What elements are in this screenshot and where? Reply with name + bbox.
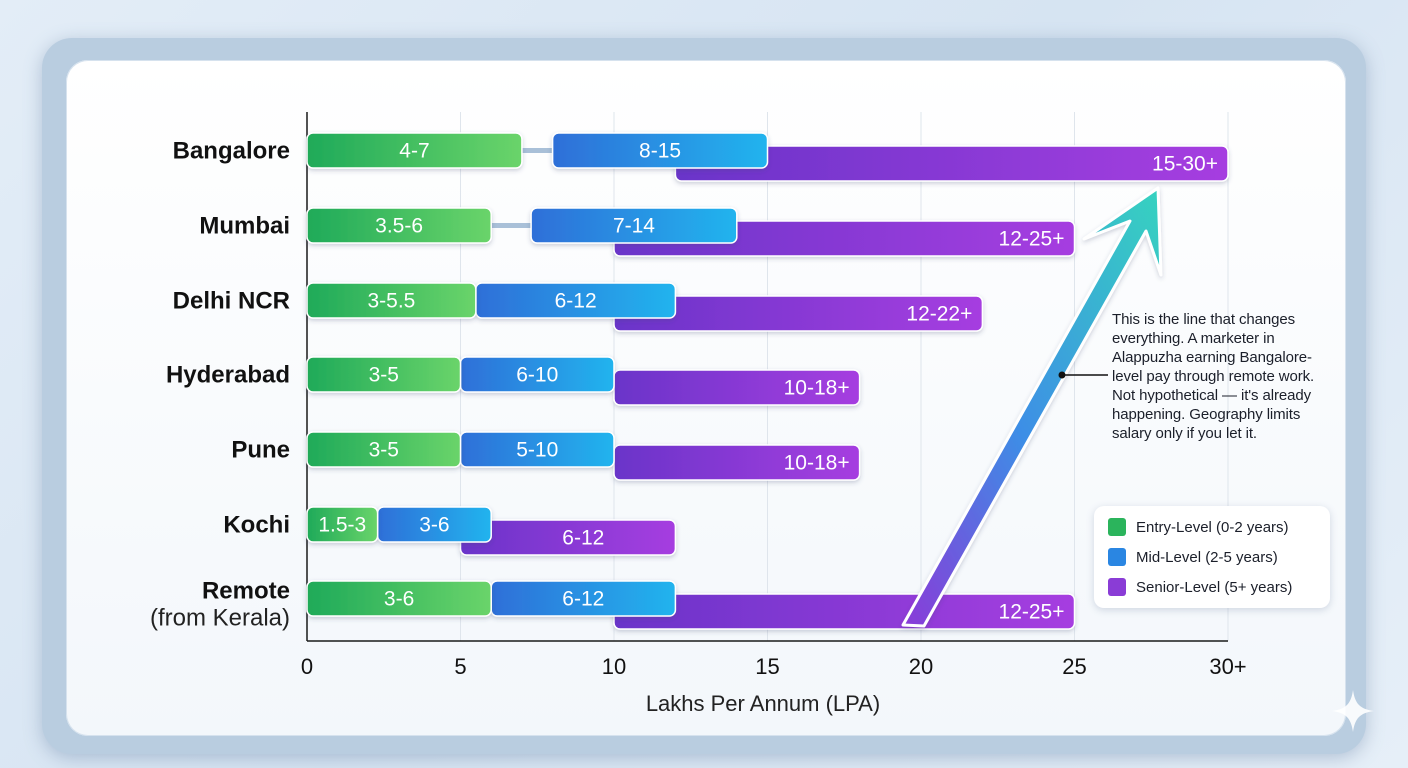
legend-swatch-senior <box>1108 578 1126 596</box>
bar-entry-2 <box>306 282 477 319</box>
bar-label-senior-3: 10-18+ <box>784 377 850 400</box>
bar-label-entry-2: 3-5.5 <box>367 290 415 313</box>
category-label-5: Kochi <box>223 512 290 539</box>
x-tick-label-25: 25 <box>1062 654 1086 679</box>
sparkle-icon <box>1332 690 1374 732</box>
legend-entry-mid: Mid-Level (2-5 years) <box>1108 548 1278 566</box>
category-label-6: Remote <box>202 578 290 605</box>
x-axis-label: Lakhs Per Annum (LPA) <box>646 691 880 716</box>
legend: Entry-Level (0-2 years) Mid-Level (2-5 y… <box>1094 506 1330 608</box>
bar-label-senior-0: 15-30+ <box>1152 153 1218 176</box>
trend-arrow <box>901 186 1163 628</box>
bar-entry-6 <box>306 580 492 617</box>
bar-label-entry-5: 1.5-3 <box>318 514 366 537</box>
bar-entry-5 <box>306 506 379 543</box>
arrow-layer <box>901 186 1163 628</box>
bar-label-entry-3: 3-5 <box>369 364 399 387</box>
category-label-4: Pune <box>231 437 290 464</box>
x-tick-label-15: 15 <box>755 654 779 679</box>
annotation-text: This is the line that changes everything… <box>1112 311 1315 442</box>
category-label-3: Hyderabad <box>166 362 290 389</box>
bar-entry-3 <box>306 356 462 393</box>
bar-label-entry-4: 3-5 <box>369 439 399 462</box>
text-layer: 0 5 10 15 20 25 30+ Lakhs Per Annum (LPA) 15-30+… <box>150 138 1247 717</box>
bar-entry-1 <box>306 207 492 244</box>
category-label-2: Delhi NCR <box>173 288 290 315</box>
legend-swatch-entry <box>1108 518 1126 536</box>
x-tick-label-5: 5 <box>454 654 466 679</box>
bar-label-entry-0: 4-7 <box>399 140 429 163</box>
bar-label-entry-6: 3-6 <box>384 588 414 611</box>
legend-label-senior: Senior-Level (5+ years) <box>1136 578 1293 596</box>
x-tick-label-30: 30+ <box>1209 654 1246 679</box>
bar-label-mid-2: 6-12 <box>555 290 597 313</box>
bar-layer <box>306 132 1229 630</box>
category-label-0: Bangalore <box>173 138 290 165</box>
bar-entry-4 <box>306 431 462 468</box>
bar-label-senior-2: 12-22+ <box>906 303 972 326</box>
bar-label-mid-6: 6-12 <box>562 588 604 611</box>
bar-label-mid-5: 3-6 <box>419 514 449 537</box>
bar-label-senior-6: 12-25+ <box>999 601 1065 624</box>
x-tick-label-20: 20 <box>909 654 933 679</box>
bar-label-entry-1: 3.5-6 <box>375 215 423 238</box>
bar-mid-1 <box>530 207 738 244</box>
bar-label-senior-4: 10-18+ <box>784 452 850 475</box>
x-tick-label-0: 0 <box>301 654 313 679</box>
bar-entry-0 <box>306 132 523 169</box>
legend-label-mid: Mid-Level (2-5 years) <box>1136 548 1278 566</box>
category-sublabel-6: (from Kerala) <box>150 605 290 632</box>
bar-label-mid-3: 6-10 <box>516 364 558 387</box>
category-label-1: Mumbai <box>199 213 290 240</box>
x-tick-label-10: 10 <box>602 654 626 679</box>
legend-entry-entry: Entry-Level (0-2 years) <box>1108 518 1289 536</box>
legend-label-entry: Entry-Level (0-2 years) <box>1136 518 1289 536</box>
bar-label-mid-4: 5-10 <box>516 439 558 462</box>
bar-label-mid-0: 8-15 <box>639 140 681 163</box>
bar-label-mid-1: 7-14 <box>613 215 655 238</box>
bar-label-senior-1: 12-25+ <box>999 228 1065 251</box>
bar-label-senior-5: 6-12 <box>562 527 604 550</box>
legend-entry-senior: Senior-Level (5+ years) <box>1108 578 1292 596</box>
legend-swatch-mid <box>1108 548 1126 566</box>
bar-mid-0 <box>551 132 769 169</box>
